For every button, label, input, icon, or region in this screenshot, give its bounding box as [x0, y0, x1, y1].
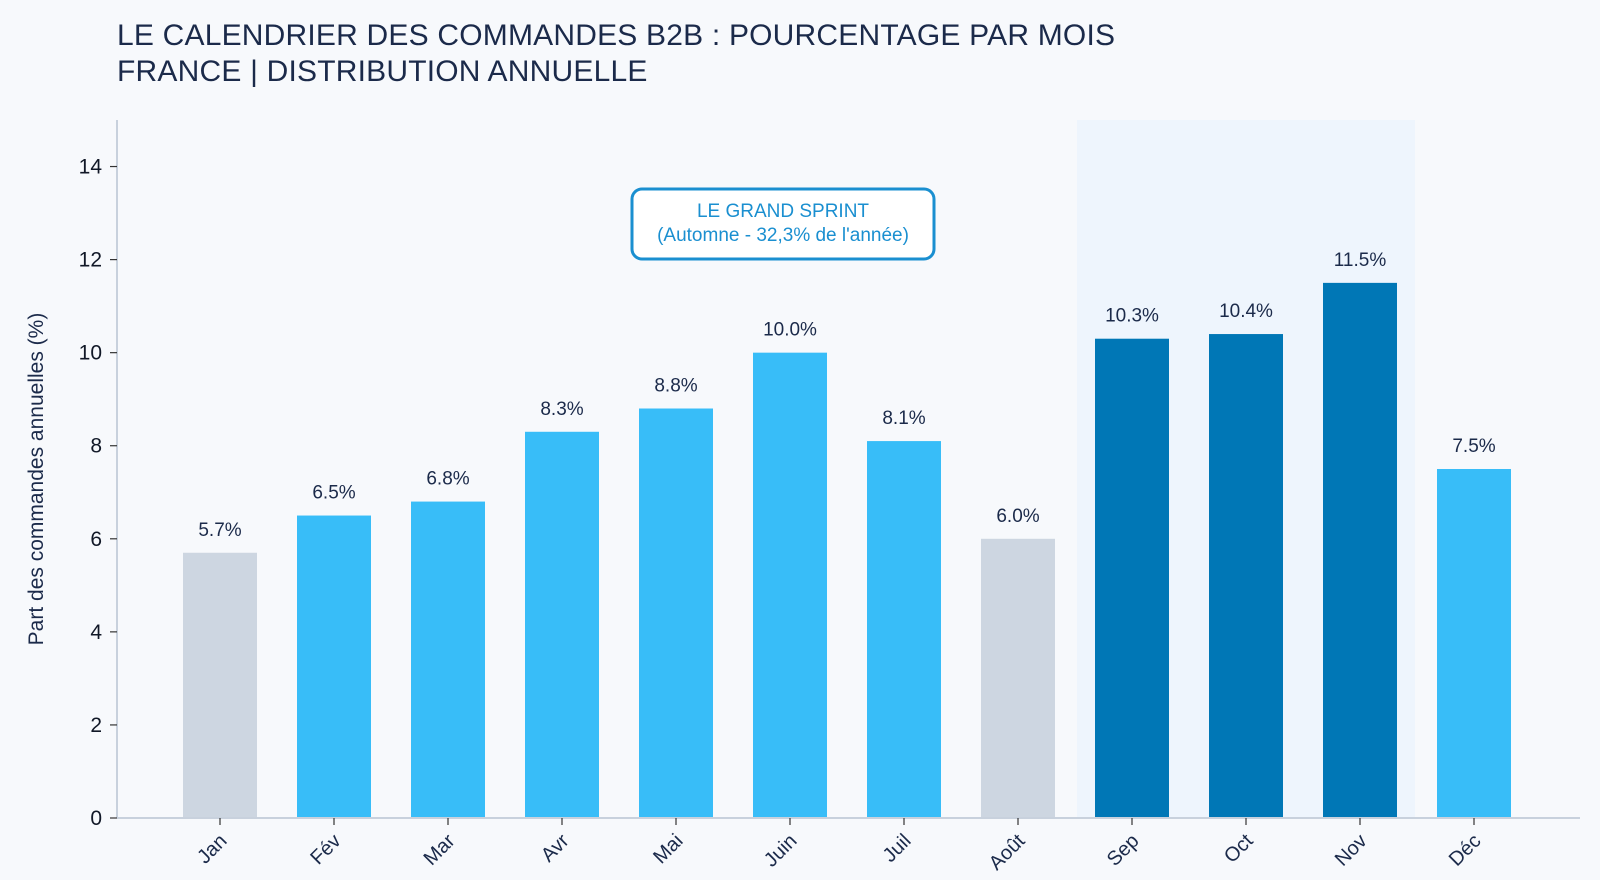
bar-Mai	[639, 408, 713, 818]
annotation-line-1: LE GRAND SPRINT	[697, 201, 869, 222]
value-label-Mar: 6.8%	[426, 469, 469, 490]
y-tick-label: 12	[79, 249, 102, 272]
value-label-Juil: 8.1%	[882, 408, 925, 429]
y-tick-label: 10	[79, 342, 102, 365]
value-label-Déc: 7.5%	[1452, 436, 1495, 457]
y-tick-label: 6	[90, 528, 102, 551]
y-tick-label: 14	[79, 156, 103, 179]
bar-Août	[981, 538, 1055, 818]
y-tick-label: 8	[90, 435, 102, 458]
x-tick-label-Juin: Juin	[760, 830, 802, 872]
y-tick-label: 2	[90, 714, 102, 737]
bar-Nov	[1323, 282, 1397, 818]
value-label-Fév: 6.5%	[312, 483, 355, 504]
value-label-Juin: 10.0%	[763, 320, 817, 341]
x-tick-label-Jan: Jan	[193, 830, 231, 868]
x-tick-label-Nov: Nov	[1331, 830, 1372, 871]
y-tick-label: 4	[90, 621, 102, 644]
annotation-box: LE GRAND SPRINT (Automne - 32,3% de l'an…	[630, 187, 936, 261]
bar-Mar	[411, 501, 485, 818]
x-tick-label-Mar: Mar	[420, 830, 460, 870]
bar-Sep	[1095, 338, 1169, 818]
value-label-Nov: 11.5%	[1334, 250, 1387, 271]
bar-Jan	[183, 552, 257, 818]
y-axis-title: Part des commandes annuelles (%)	[25, 313, 48, 646]
annotation-frame	[630, 187, 936, 261]
bar-Avr	[525, 431, 599, 818]
value-labels-group: 5.7% 6.5% 6.8% 8.3% 8.8% 10.0% 8.1% 6.0% 10.3% 10…	[198, 250, 1495, 541]
x-tick-label-Mai: Mai	[649, 830, 687, 868]
y-tick-label: 0	[90, 807, 102, 830]
x-tick-label-Juil: Juil	[879, 830, 916, 867]
annotation-line-2: (Automne - 32,3% de l'année)	[657, 225, 909, 246]
value-label-Jan: 5.7%	[198, 520, 241, 541]
chart-title: LE CALENDRIER DES COMMANDES B2B : POURCE…	[117, 19, 1116, 52]
x-tick-label-Avr: Avr	[537, 830, 574, 867]
value-label-Mai: 8.8%	[654, 376, 697, 397]
value-label-Oct: 10.4%	[1219, 301, 1273, 322]
value-label-Avr: 8.3%	[540, 399, 583, 420]
value-label-Sep: 10.3%	[1105, 306, 1159, 327]
bars-group	[183, 282, 1511, 818]
bar-Oct	[1209, 334, 1283, 818]
y-ticks-group: 0 2 4 6 8 10 12 14	[79, 156, 117, 830]
bar-Fév	[297, 515, 371, 818]
bar-Juin	[753, 352, 827, 818]
x-tick-label-Fév: Fév	[306, 830, 345, 869]
x-tick-label-Août: Août	[985, 830, 1030, 875]
chart-titles: LE CALENDRIER DES COMMANDES B2B : POURCE…	[117, 18, 1115, 90]
x-tick-label-Déc: Déc	[1445, 830, 1486, 871]
bar-Juil	[867, 441, 941, 818]
value-label-Août: 6.0%	[996, 506, 1039, 527]
bar-Déc	[1437, 469, 1511, 818]
x-ticks-group: Jan Fév Mar Avr Mai Juin Juil Août Sep Oct Nov Déc	[193, 818, 1486, 875]
chart-subtitle: FRANCE | DISTRIBUTION ANNUELLE	[117, 55, 648, 88]
x-tick-label-Oct: Oct	[1220, 830, 1258, 868]
x-tick-label-Sep: Sep	[1103, 830, 1144, 871]
